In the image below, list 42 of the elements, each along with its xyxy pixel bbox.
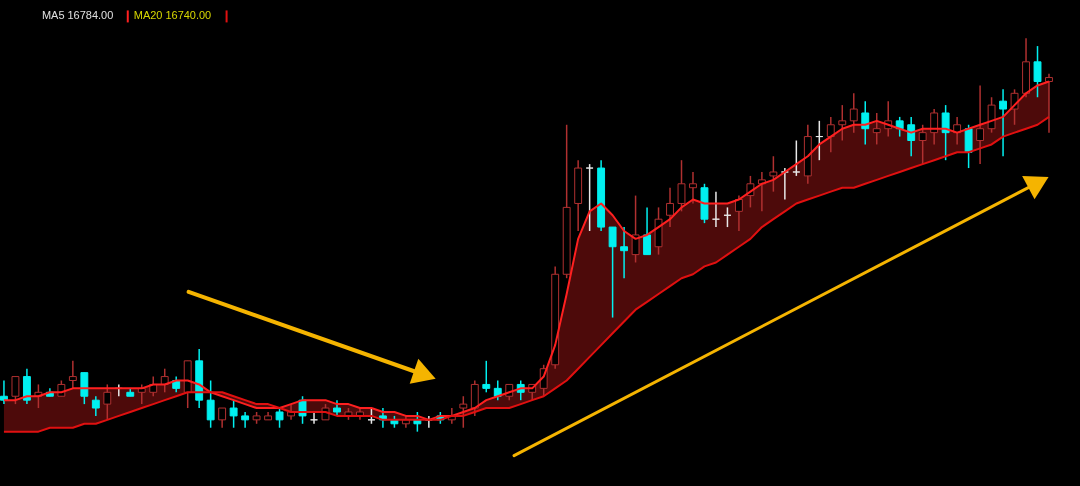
candlestick <box>229 399 238 429</box>
candlestick <box>1045 72 1053 134</box>
candlestick <box>689 171 697 205</box>
candlestick <box>918 124 927 165</box>
candlestick <box>1033 45 1042 98</box>
candlestick <box>22 367 31 405</box>
candlestick <box>206 379 215 429</box>
candlestick <box>677 159 686 213</box>
candlestick <box>275 407 284 429</box>
candlestick <box>68 360 77 390</box>
candlestick <box>482 360 491 394</box>
candlestick <box>585 163 594 232</box>
candlestick <box>792 139 801 177</box>
candlestick <box>976 84 985 165</box>
candlestick <box>861 100 870 146</box>
candlestick <box>80 371 89 405</box>
candlestick <box>849 92 858 134</box>
candlestick <box>769 155 778 193</box>
candlestick <box>999 88 1007 157</box>
legend-label: MA20 16740.00 <box>133 9 212 22</box>
candlestick <box>838 104 847 142</box>
candlestick <box>941 104 950 161</box>
candlestick <box>11 375 20 405</box>
candlestick <box>103 383 112 421</box>
candlestick <box>91 395 100 417</box>
candlestick <box>620 226 629 279</box>
candlestick <box>964 124 973 169</box>
candlestick <box>241 411 250 429</box>
candlestick <box>631 194 640 264</box>
candlestick <box>872 112 881 146</box>
candlestick <box>643 206 651 256</box>
candlestick <box>666 186 674 228</box>
candlestick <box>459 395 468 429</box>
candlestick <box>608 226 617 319</box>
candlestick <box>907 116 916 157</box>
candlestick <box>987 96 996 134</box>
candlestick <box>930 108 939 146</box>
candlestick <box>734 194 743 232</box>
legend-label: MA5 16784.00 <box>41 9 114 22</box>
candlestick <box>826 116 835 154</box>
candlestick <box>218 407 227 429</box>
candlestick <box>470 379 479 417</box>
